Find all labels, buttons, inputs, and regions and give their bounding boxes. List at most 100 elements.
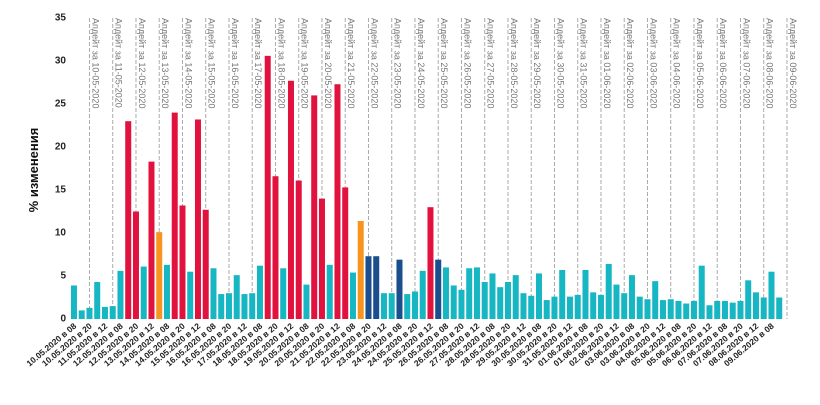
y-tick-label: 15 [55, 185, 67, 196]
bar [543, 300, 550, 319]
bar [326, 264, 333, 319]
bar [287, 80, 294, 319]
bar [737, 300, 744, 319]
bar [504, 282, 511, 319]
bar [241, 294, 248, 319]
bar [156, 232, 163, 319]
annotation: Апдейт за 14-05-2020 [183, 18, 193, 108]
bar [760, 297, 767, 319]
bar [574, 294, 581, 319]
bar [752, 292, 759, 319]
bar [729, 302, 736, 319]
annotation: Апдейт за 30-05-2020 [555, 18, 565, 108]
annotation: Апдейт за 25-05-2020 [439, 18, 449, 108]
bar [233, 275, 240, 319]
annotation: Апдейт за 20-05-2020 [323, 18, 333, 108]
annotation: Апдейт за 27-05-2020 [486, 18, 496, 108]
bar [621, 293, 628, 319]
bar [690, 300, 697, 319]
bar [605, 263, 612, 319]
annotation: Апдейт за 04-06-2020 [672, 18, 682, 108]
bar [202, 209, 209, 319]
bar [125, 121, 132, 319]
bar [210, 268, 217, 319]
bar [225, 293, 232, 319]
bar [721, 300, 728, 319]
bar [194, 119, 201, 319]
annotation: Апдейт за 23-05-2020 [393, 18, 403, 108]
annotation: Апдейт за 15-05-2020 [207, 18, 217, 108]
bar [535, 273, 542, 319]
bar [652, 281, 659, 319]
annotation: Апдейт за 10-05-2020 [90, 18, 100, 108]
bar [179, 205, 186, 319]
bar [528, 295, 535, 319]
bar [148, 161, 155, 319]
annotation: Апдейт за 18-05-2020 [276, 18, 286, 108]
bar [78, 310, 85, 319]
bar [404, 294, 411, 319]
annotation: Апдейт за 06-06-2020 [718, 18, 728, 108]
annotation: Апдейт за 01-06-2020 [602, 18, 612, 108]
bar [264, 55, 271, 320]
bar [163, 264, 170, 319]
bar [590, 292, 597, 319]
bar [303, 284, 310, 319]
bar [218, 294, 225, 319]
bar [450, 285, 457, 319]
bar [101, 306, 108, 319]
bar [171, 112, 178, 319]
annotation: Апдейт за 19-05-2020 [300, 18, 310, 108]
y-tick-label: 30 [55, 56, 67, 67]
bar [342, 187, 349, 319]
bar [675, 300, 682, 319]
bar [388, 293, 395, 319]
annotation: Апдейт за 07-06-2020 [741, 18, 751, 108]
bar [458, 289, 465, 319]
bar [373, 256, 380, 319]
bar [776, 297, 783, 319]
bar [411, 291, 418, 319]
bar [272, 176, 279, 319]
annotation: Апдейт за 09-06-2020 [788, 18, 798, 108]
bar [714, 300, 721, 319]
bar [582, 269, 589, 319]
annotation: Апдейт за 11-05-2020 [114, 18, 124, 108]
bar [497, 287, 504, 319]
bar [698, 265, 705, 319]
bar [427, 207, 434, 319]
y-tick-label: 20 [55, 142, 67, 153]
annotation: Апдейт за 13-05-2020 [160, 18, 170, 108]
y-tick-label: 0 [60, 314, 66, 325]
annotation: Апдейт за 29-05-2020 [532, 18, 542, 108]
y-tick-label: 5 [60, 271, 66, 282]
bar [659, 300, 666, 319]
annotation: Апдейт за 03-06-2020 [648, 18, 658, 108]
bar [295, 180, 302, 319]
bar [636, 296, 643, 319]
bar [396, 259, 403, 319]
bar [280, 268, 287, 319]
annotation: Апдейт за 26-05-2020 [462, 18, 472, 108]
annotation: Апдейт за 05-06-2020 [695, 18, 705, 108]
bar [94, 282, 101, 319]
annotation: Апдейт за 12-05-2020 [137, 18, 147, 108]
bar [117, 270, 124, 319]
bar [109, 306, 116, 319]
annotation: Апдейт за 31-05-2020 [579, 18, 589, 108]
bar [357, 220, 364, 319]
bar [249, 293, 256, 319]
bar [551, 296, 558, 319]
bar [380, 293, 387, 319]
bar [256, 265, 263, 319]
bar [667, 299, 674, 319]
bar [683, 303, 690, 319]
annotation: Апдейт за 24-05-2020 [416, 18, 426, 108]
annotation: Апдейт за 17-05-2020 [253, 18, 263, 108]
bar [597, 294, 604, 319]
y-tick-label: 25 [55, 99, 67, 110]
annotation: Апдейт за 21-05-2020 [346, 18, 356, 108]
bar [745, 280, 752, 319]
bar [311, 95, 318, 320]
bar [628, 275, 635, 319]
